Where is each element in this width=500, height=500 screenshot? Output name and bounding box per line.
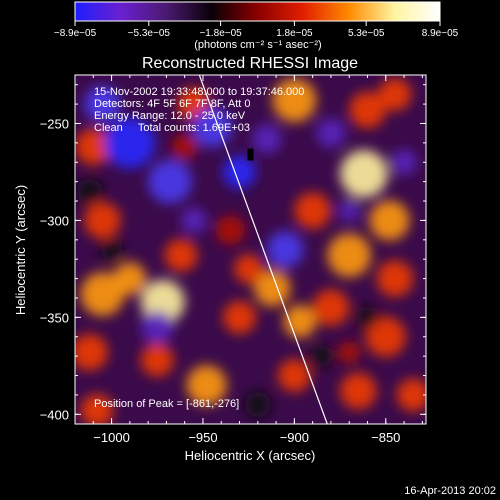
heatmap-blob xyxy=(338,341,361,364)
x-tick-label: −900 xyxy=(280,430,309,445)
heatmap-blob xyxy=(171,133,198,160)
colorbar-ticks: −8.9e−05 −5.3e−05 −1.8e−05 1.8e−05 5.3e−05 8.… xyxy=(54,21,459,39)
heatmap-blob xyxy=(76,178,103,205)
heatmap-blob xyxy=(391,149,417,176)
heatmap-blob xyxy=(378,77,412,111)
heatmap-blob xyxy=(186,365,227,406)
heatmap-blob xyxy=(294,192,331,230)
heatmap-blob xyxy=(349,91,386,129)
heatmap-blob xyxy=(164,238,198,272)
plot-frame xyxy=(74,74,427,425)
annotation-time-range: 15-Nov-2002 19:33:48.000 to 19:37:46.000 xyxy=(94,86,304,98)
heatmap-blob xyxy=(234,254,264,284)
heatmap-blob xyxy=(75,128,112,166)
y-axis-label: Heliocentric Y (arcsec) xyxy=(13,185,28,315)
x-tick-label: −1000 xyxy=(93,430,130,445)
x-axis: −1000 −950 −900 −850 xyxy=(92,75,423,445)
peak-marker xyxy=(247,148,254,161)
heatmap-blob xyxy=(396,378,426,412)
annotation-block: 15-Nov-2002 19:33:48.000 to 19:37:46.000… xyxy=(94,86,304,134)
annotation-detectors: Detectors: 4F 5F 6F 7F 8F, Att 0 xyxy=(94,98,251,110)
heatmap-blob xyxy=(252,124,282,154)
heatmap-blob xyxy=(254,269,291,307)
colorbar-units-label: (photons cm⁻² s⁻¹ asec⁻²) xyxy=(194,39,321,51)
annotation-peak-position: Position of Peak = [-861,-276] xyxy=(94,398,239,410)
colorbar-tick-label: 8.9e−05 xyxy=(422,28,459,39)
heatmap-blob xyxy=(84,85,121,123)
heatmap-blob xyxy=(215,215,246,245)
heatmap-blob xyxy=(310,345,333,368)
heatmap-blob xyxy=(75,333,108,371)
heatmap-blob xyxy=(356,306,379,329)
x-tick-label: −850 xyxy=(371,430,400,445)
x-axis-label: Heliocentric X (arcsec) xyxy=(185,448,316,463)
y-tick-label: −250 xyxy=(40,116,69,131)
heatmap-blob xyxy=(316,118,346,148)
heatmap-blob xyxy=(113,262,147,296)
heatmap-blob xyxy=(104,117,156,169)
heatmap-blob xyxy=(80,393,114,424)
heatmap-blob xyxy=(84,202,121,239)
annotation-energy-range: Energy Range: 12.0 - 25.0 keV xyxy=(94,110,246,122)
x-tick-label: −950 xyxy=(188,430,217,445)
heatmap-blob xyxy=(148,159,192,204)
solar-limb-line xyxy=(198,75,328,424)
colorbar-gradient xyxy=(74,1,441,22)
heatmap-blob xyxy=(223,300,256,334)
heatmap-blob xyxy=(272,78,317,123)
chart-title: Reconstructed RHESSI Image xyxy=(142,55,358,72)
y-tick-label: −300 xyxy=(40,213,69,228)
heatmap-blob xyxy=(283,304,317,338)
y-tick-label: −350 xyxy=(40,310,69,325)
y-tick-label: −400 xyxy=(40,407,69,422)
colorbar-tick-label: −1.8e−05 xyxy=(199,28,242,39)
heatmap-blob xyxy=(365,316,406,357)
heatmap-blob xyxy=(245,391,271,418)
heatmap-layer xyxy=(75,77,426,424)
heatmap-blob xyxy=(100,238,123,261)
colorbar-tick-label: 1.8e−05 xyxy=(276,28,313,39)
colorbar: −8.9e−05 −5.3e−05 −1.8e−05 1.8e−05 5.3e−05 8.… xyxy=(54,1,459,51)
heatmap-blob xyxy=(340,372,377,410)
heatmap-blob xyxy=(312,289,350,326)
heatmap-blob xyxy=(338,199,361,222)
colorbar-tick-label: −5.3e−05 xyxy=(128,28,171,39)
heatmap-blob xyxy=(376,260,414,297)
colorbar-tick-label: 5.3e−05 xyxy=(348,28,385,39)
y-axis: −250 −300 −350 −400 xyxy=(40,84,426,422)
heatmap-blob xyxy=(277,359,311,392)
annotation-clean-counts: Clean Total counts: 1.69E+03 xyxy=(94,122,250,134)
plot-area xyxy=(75,75,426,424)
heatmap-blob xyxy=(340,150,388,198)
heatmap-blob xyxy=(327,233,372,278)
heatmap-blob xyxy=(369,200,410,241)
colorbar-tick-label: −8.9e−05 xyxy=(54,28,97,39)
heatmap-blob xyxy=(140,343,174,377)
heatmap-blob xyxy=(181,207,207,234)
heatmap-blob xyxy=(266,231,304,268)
heatmap-blob xyxy=(140,310,174,344)
footer-timestamp: 16-Apr-2013 20:02 xyxy=(404,485,496,497)
heatmap-blob xyxy=(80,272,125,317)
